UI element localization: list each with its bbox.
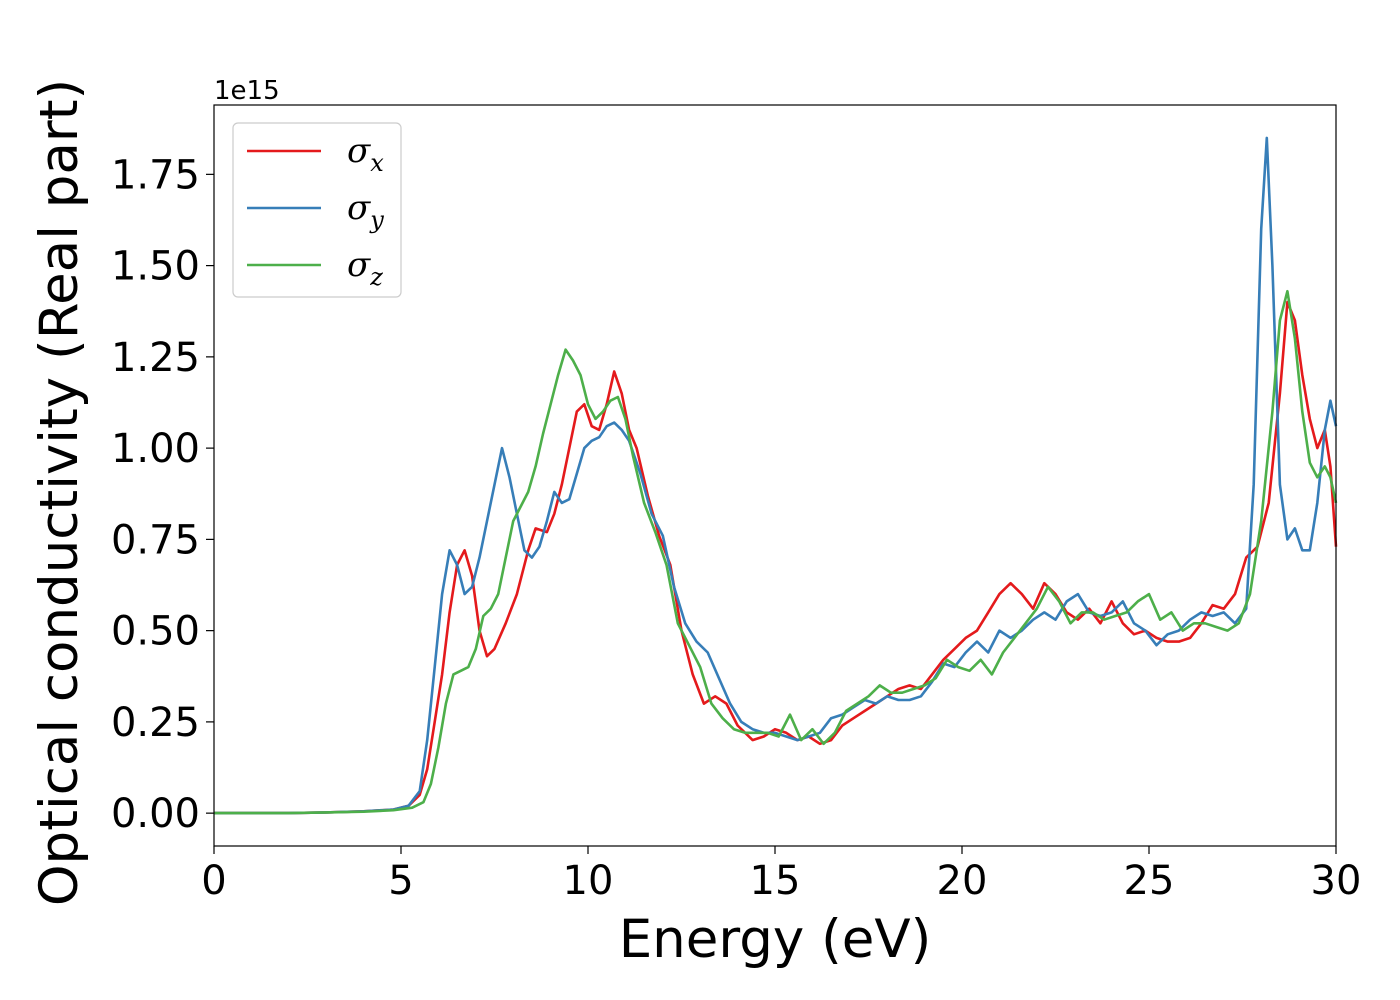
x-tick-label: 15: [750, 858, 801, 904]
y-tick-label: 0.50: [111, 609, 200, 655]
y-tick-label: 1.00: [111, 426, 200, 472]
legend-box: [232, 122, 402, 298]
y-axis-title: Optical conductivity (Real part): [29, 79, 90, 906]
ticks-layer: 0 5 10 15 20 25 30 0.00 0.25 0.50 0.75 1.00 1.25 1.50…: [111, 152, 1362, 904]
y-offset-label: 1e15: [214, 76, 280, 106]
legend-label-z: σz: [347, 245, 383, 291]
x-tick-label: 10: [563, 858, 614, 904]
y-tick-label: 0.75: [111, 517, 200, 563]
y-tick-label: 1.75: [111, 152, 200, 198]
x-tick-label: 5: [388, 858, 413, 904]
y-tick-label: 0.00: [111, 791, 200, 837]
y-tick-label: 1.50: [111, 244, 200, 290]
y-tick-label: 1.25: [111, 335, 200, 381]
series-layer: [214, 136, 1338, 815]
x-axis-title: Energy (eV): [619, 909, 932, 970]
x-tick-label: 25: [1124, 858, 1175, 904]
x-tick-label: 0: [201, 858, 226, 904]
series-line-x: [214, 300, 1338, 815]
series-line-z: [214, 289, 1338, 815]
x-tick-label: 20: [937, 858, 988, 904]
y-tick-label: 0.25: [111, 700, 200, 746]
x-tick-label: 30: [1311, 858, 1362, 904]
series-line-y: [214, 136, 1338, 815]
legend-label-x: σx: [347, 131, 384, 177]
legend: σx σy σz: [232, 122, 402, 298]
legend-label-y: σy: [347, 188, 384, 234]
